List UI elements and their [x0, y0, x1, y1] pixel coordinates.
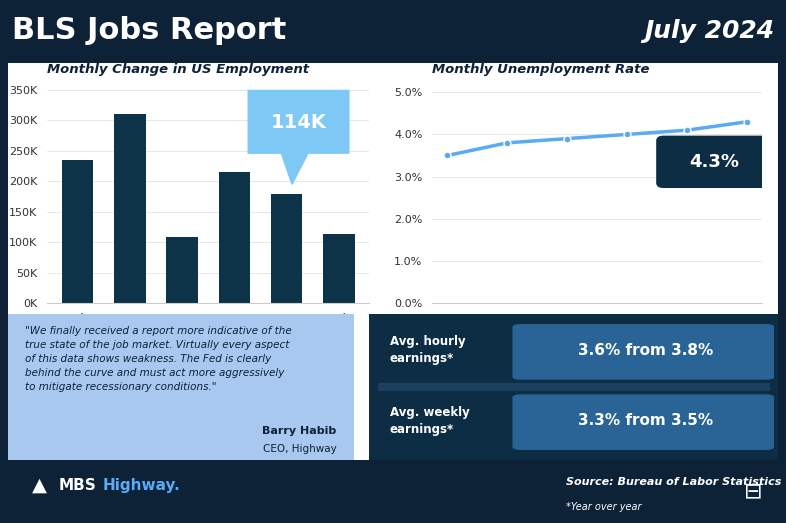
FancyBboxPatch shape [377, 383, 770, 391]
Text: Barry Habib: Barry Habib [263, 426, 336, 436]
FancyBboxPatch shape [656, 135, 773, 188]
Text: 3.6% from 3.8%: 3.6% from 3.8% [578, 343, 713, 358]
Text: Source: Bureau of Labor Statistics: Source: Bureau of Labor Statistics [566, 477, 781, 487]
Text: Avg. weekly
earnings*: Avg. weekly earnings* [390, 406, 469, 436]
Polygon shape [281, 154, 307, 184]
Text: Avg. hourly
earnings*: Avg. hourly earnings* [390, 335, 465, 366]
Text: ⊟: ⊟ [744, 482, 762, 502]
Text: 3.3% from 3.5%: 3.3% from 3.5% [578, 413, 713, 428]
Text: Monthly Unemployment Rate: Monthly Unemployment Rate [432, 63, 650, 75]
FancyBboxPatch shape [1, 311, 361, 463]
Text: 4.3%: 4.3% [689, 153, 740, 171]
Text: ▲: ▲ [31, 476, 46, 495]
Text: Monthly Change in US Employment: Monthly Change in US Employment [47, 63, 309, 75]
Text: 114K: 114K [270, 112, 326, 132]
FancyBboxPatch shape [362, 311, 786, 463]
FancyBboxPatch shape [248, 90, 350, 154]
Bar [62, 160, 94, 303]
Text: "We finally received a report more indicative of the
true state of the job marke: "We finally received a report more indic… [25, 325, 292, 392]
Text: MBS: MBS [59, 478, 97, 493]
Bar [323, 234, 354, 303]
FancyBboxPatch shape [512, 394, 774, 450]
Text: *Year over year: *Year over year [566, 502, 641, 513]
Bar [271, 194, 303, 303]
Text: July 2024: July 2024 [644, 19, 774, 42]
FancyBboxPatch shape [512, 324, 774, 380]
Text: Highway.: Highway. [102, 478, 180, 493]
Text: CEO, Highway: CEO, Highway [263, 444, 336, 453]
Bar [219, 172, 250, 303]
FancyBboxPatch shape [0, 59, 786, 464]
Bar [114, 114, 145, 303]
Bar [167, 237, 198, 303]
Text: BLS Jobs Report: BLS Jobs Report [12, 16, 286, 45]
